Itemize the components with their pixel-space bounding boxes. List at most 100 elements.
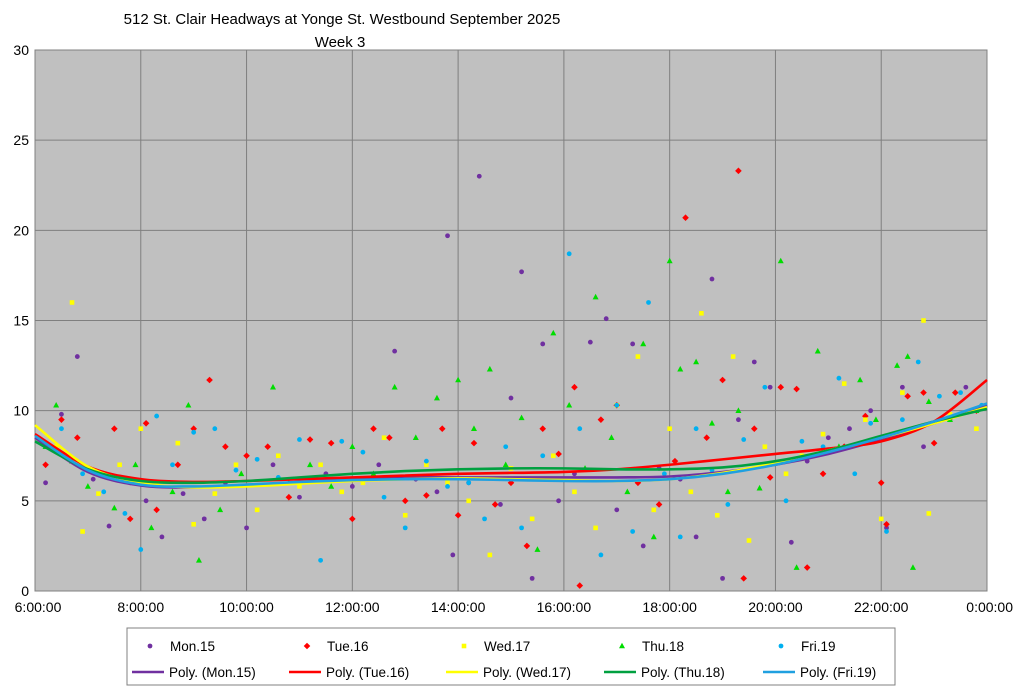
data-point <box>486 365 493 372</box>
data-point <box>217 506 224 513</box>
data-point <box>577 426 583 432</box>
data-point <box>169 488 176 495</box>
y-tick-label: 20 <box>13 222 29 238</box>
data-point <box>650 533 657 540</box>
x-axis-ticks: 6:00:00 8:00:00 10:00:00 12:00:00 14:00:00 16… <box>15 599 1014 615</box>
data-point <box>349 443 356 450</box>
data-point <box>863 417 868 422</box>
data-point <box>899 417 905 423</box>
data-point <box>381 435 387 441</box>
x-tick-label: 12:00:00 <box>325 599 380 615</box>
data-point <box>233 462 239 468</box>
data-point <box>349 515 356 523</box>
data-point <box>201 516 207 522</box>
legend-label: Mon.15 <box>170 639 215 654</box>
y-tick-label: 5 <box>21 493 29 509</box>
data-point <box>803 564 811 571</box>
data-point <box>412 434 419 441</box>
data-point <box>318 462 323 468</box>
data-point <box>84 483 91 489</box>
data-point <box>614 402 620 408</box>
data-point <box>899 384 905 390</box>
data-point <box>847 426 852 432</box>
data-point <box>857 376 864 383</box>
data-point <box>551 453 556 459</box>
legend-label: Poly. (Thu.18) <box>641 665 725 680</box>
data-point <box>958 390 963 396</box>
data-point <box>841 381 847 386</box>
data-point <box>275 453 281 459</box>
data-point <box>926 511 932 516</box>
data-point <box>270 462 276 468</box>
data-point <box>820 431 826 437</box>
data-point <box>297 494 302 500</box>
x-tick-label: 14:00:00 <box>431 599 486 615</box>
data-point <box>59 426 64 432</box>
data-point <box>661 471 667 477</box>
data-point <box>122 511 128 516</box>
legend-label: Poly. (Tue.16) <box>326 665 409 680</box>
data-point <box>699 310 704 316</box>
data-point <box>909 564 916 570</box>
data-point <box>671 457 679 465</box>
data-point <box>519 269 524 275</box>
data-point <box>566 251 572 257</box>
data-point <box>270 383 276 390</box>
data-point <box>206 376 213 384</box>
data-point <box>53 401 60 408</box>
data-point <box>244 525 249 531</box>
data-point <box>630 341 636 347</box>
data-point <box>550 329 557 336</box>
data-point <box>708 419 715 426</box>
data-point <box>762 444 768 450</box>
data-point <box>90 476 96 482</box>
data-point <box>635 354 641 359</box>
data-point <box>783 498 789 504</box>
data-point <box>339 438 345 444</box>
data-point <box>534 546 541 552</box>
x-tick-label: 8:00:00 <box>117 599 164 615</box>
data-point <box>381 494 387 500</box>
data-point <box>751 359 757 365</box>
data-point <box>170 462 175 468</box>
trendline-path <box>34 402 988 488</box>
data-point <box>878 516 884 522</box>
data-point <box>523 542 531 550</box>
data-point <box>714 512 720 518</box>
data-point <box>529 516 535 522</box>
data-point <box>423 458 429 464</box>
legend-label: Fri.19 <box>801 639 836 654</box>
data-point <box>793 564 800 570</box>
data-point <box>190 425 197 432</box>
data-point <box>438 425 446 432</box>
data-point <box>401 497 409 505</box>
legend-marker <box>147 643 153 649</box>
data-point <box>693 358 700 365</box>
data-point <box>884 529 889 534</box>
data-point <box>154 413 160 419</box>
data-point <box>466 480 472 486</box>
data-point <box>572 489 577 495</box>
data-point <box>624 488 631 495</box>
data-point <box>476 173 482 179</box>
data-point <box>677 365 684 372</box>
scatter-points <box>42 167 985 589</box>
legend-label: Poly. (Wed.17) <box>483 665 571 680</box>
data-point <box>872 416 879 422</box>
legend-label: Thu.18 <box>642 639 684 654</box>
data-point <box>566 401 573 408</box>
legend: Mon.15 Tue.16 Wed.17 Thu.18 Fri.19 Poly. (Mon… <box>126 627 896 686</box>
data-point <box>571 383 578 391</box>
data-point <box>482 516 487 522</box>
data-point <box>921 318 926 323</box>
data-point <box>766 474 774 481</box>
data-point <box>222 443 229 451</box>
data-point <box>868 408 874 414</box>
data-point <box>540 341 546 347</box>
data-point <box>719 376 726 384</box>
data-point <box>883 520 890 528</box>
data-point <box>598 552 604 558</box>
data-point <box>904 392 911 400</box>
data-point <box>762 384 768 390</box>
data-point <box>450 552 456 558</box>
